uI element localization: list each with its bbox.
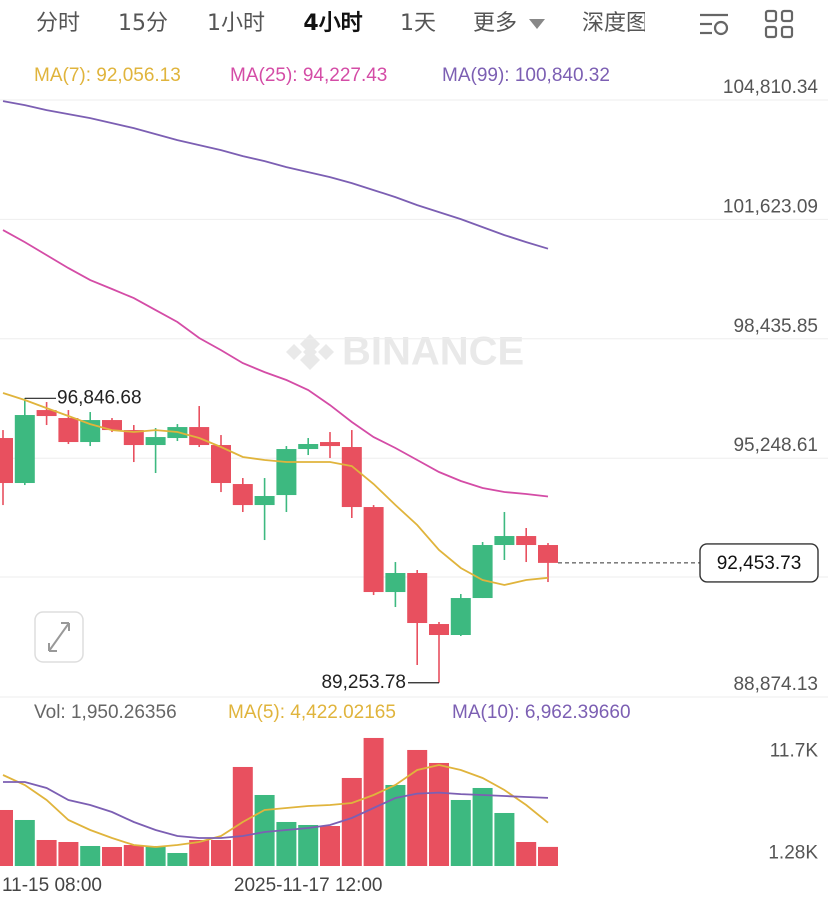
volume-bar: [516, 841, 537, 866]
volume-legend: Vol: 1,950.26356: [34, 702, 177, 723]
candle-body: [211, 445, 231, 484]
legend-entry: MA(99): 100,840.32: [442, 65, 610, 86]
legend-entry: MA(10): 6,962.39660: [452, 702, 631, 723]
candle-body: [102, 420, 122, 431]
volume-bar: [407, 749, 428, 866]
candle-body: [385, 573, 406, 593]
last-price-label: 92,453.73: [717, 553, 802, 574]
tab[interactable]: 15分: [118, 11, 168, 36]
candle-body: [254, 496, 275, 506]
tab-bar: 分时 15分 1小时 4小时 1天 更多 深度图: [36, 11, 648, 36]
legend-entry: MA(25): 94,227.43: [230, 65, 387, 86]
volume-bar: [298, 824, 319, 866]
volume-bar: [123, 844, 144, 866]
candle-body: [494, 536, 515, 546]
volume-bar: [385, 784, 406, 866]
last-price-box: [699, 543, 819, 583]
volume-bar: [0, 809, 13, 866]
candle-body: [320, 442, 340, 447]
high-label: 96,846.68: [57, 387, 142, 408]
volume-bar: [167, 852, 188, 866]
volume-bar: [36, 839, 57, 866]
candle-body: [0, 438, 13, 484]
candle-body: [472, 545, 493, 599]
x-tick-label: 11-15 08:00: [2, 875, 102, 896]
candle-body: [145, 437, 166, 446]
low-label: 89,253.78: [321, 672, 406, 693]
volume-bar: [494, 812, 515, 866]
ma-line: [2, 392, 549, 586]
candle-body: [298, 444, 319, 450]
volume-bar: [145, 845, 166, 866]
tab[interactable]: 1小时: [207, 11, 265, 36]
ma-line: [3, 781, 549, 839]
candle-body: [36, 410, 57, 417]
volume-bar: [276, 821, 297, 866]
y-tick-label: 98,435.85: [733, 316, 818, 337]
candle-body: [232, 484, 253, 506]
tab[interactable]: 分时: [36, 11, 80, 36]
plot: 104,810.34 101,623.09 98,435.85 95,248.61 88…: [0, 65, 828, 896]
tab[interactable]: 4小时: [303, 11, 362, 36]
candle-body: [407, 573, 428, 624]
candle-body: [58, 418, 79, 443]
candle-body: [276, 449, 297, 496]
volume-bar: [341, 777, 362, 866]
tab[interactable]: 深度图: [582, 11, 648, 36]
candle-body: [14, 415, 35, 484]
watermark-text: BINANCE: [342, 330, 524, 374]
volume-bar: [320, 825, 340, 866]
ma-line: [2, 229, 549, 498]
candle-body: [341, 447, 362, 508]
expand-button[interactable]: [34, 611, 84, 663]
volume-bar: [80, 845, 101, 866]
volume-bar: [232, 766, 253, 866]
volume-bar: [102, 846, 122, 866]
layout-icon[interactable]: [764, 9, 794, 39]
dropdown-arrow[interactable]: [529, 19, 545, 29]
volume-bar: [450, 799, 471, 866]
x-tick-label: 2025-11-17 12:00: [234, 875, 383, 896]
volume-bar: [472, 787, 493, 866]
volume-bar: [58, 841, 79, 866]
legend-entry: MA(7): 92,056.13: [34, 65, 181, 86]
candle-body: [516, 536, 537, 546]
y-tick-label: 11.7K: [770, 741, 819, 762]
y-tick-label: 1.28K: [768, 842, 818, 863]
volume-bar: [363, 737, 384, 866]
candle-body: [123, 430, 144, 446]
ma-line: [2, 100, 549, 250]
candle-body: [450, 598, 471, 636]
y-tick-label: 104,810.34: [723, 77, 819, 98]
volume-bar: [189, 839, 210, 866]
candle-body: [363, 507, 384, 593]
y-tick-label: 88,874.13: [733, 674, 818, 695]
candle-body: [538, 545, 558, 563]
settings-icon[interactable]: [700, 13, 729, 36]
volume-bar: [211, 839, 231, 866]
y-tick-label: 95,248.61: [733, 435, 818, 456]
tab[interactable]: 更多: [473, 11, 517, 36]
legend-entry: MA(5): 4,422.02165: [228, 702, 396, 723]
ma-line: [2, 764, 549, 848]
watermark: BINANCE: [286, 330, 524, 374]
volume-bar: [14, 819, 35, 866]
candle-body: [429, 624, 449, 636]
tab[interactable]: 1天: [400, 11, 436, 36]
y-tick-label: 101,623.09: [723, 196, 818, 217]
volume-bar: [429, 762, 449, 866]
volume-bar: [538, 846, 558, 866]
